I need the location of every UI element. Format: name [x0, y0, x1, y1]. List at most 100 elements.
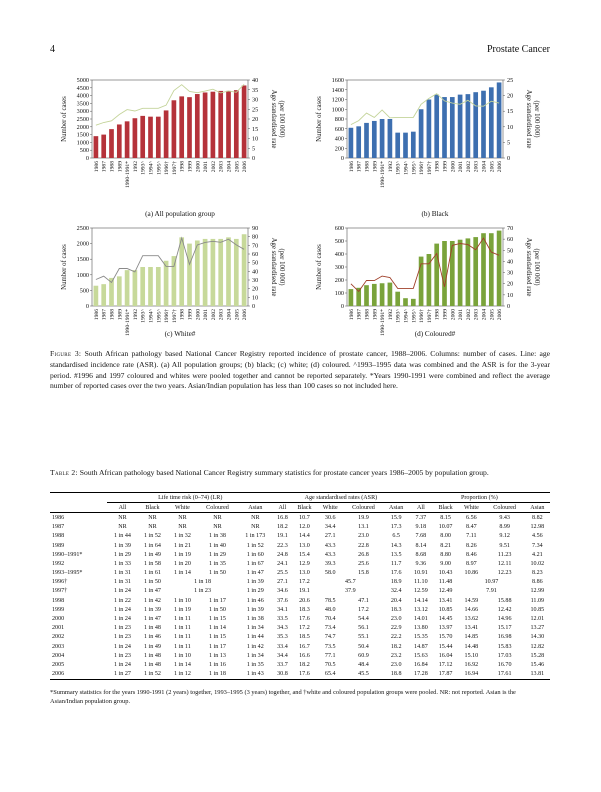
cell-asr: 23.2 [390, 652, 402, 659]
cell-prop: 9.12 [499, 533, 510, 540]
cell-lr: 1 in 43 [237, 669, 273, 680]
cell-asr: 25.6 [358, 560, 369, 567]
row-year: 2000 [52, 616, 65, 623]
bar-1992 [132, 118, 138, 158]
cell-prop: 12.82 [530, 643, 545, 650]
x-tick-label: 2004 [227, 309, 233, 320]
y2-tick-label: 0 [507, 155, 510, 162]
x-tick-label: 1997† [427, 309, 433, 323]
cell-asr: 18.8 [383, 669, 409, 680]
cell-lr: 1 in 21 [173, 542, 191, 549]
cell-asr: 70.5 [324, 661, 336, 668]
bar-2005 [233, 90, 239, 158]
table-row: 1992 1 in 33 1 in 58 1 in 20 1 in 35 1 in 67 2… [50, 559, 550, 568]
cell-prop: 11.09 [530, 597, 545, 604]
bar-1990-1991* [124, 121, 130, 158]
cell-asr: 18.3 [390, 606, 402, 613]
cell-lr: 1 in 15 [209, 634, 226, 641]
y-tick-label: 1500 [77, 132, 89, 139]
y-tick-label: 4000 [77, 93, 89, 100]
x-tick-label: 2006 [497, 309, 503, 320]
x-tick-label: 2001 [458, 161, 464, 172]
y2-axis-label-unit: (per 100 000) [533, 101, 540, 138]
y-tick-label: 5000 [77, 77, 89, 84]
x-tick-label: 1987 [357, 161, 363, 172]
cell-prop: 12.11 [497, 560, 512, 567]
cell-lr: NR [178, 524, 187, 531]
cell-prop: 15.44 [438, 643, 453, 650]
cell-lr: 1 in 35 [209, 560, 226, 567]
y2-tick-label: 30 [252, 277, 258, 284]
cell-lr: 1 in 16 [209, 661, 226, 668]
cell-prop: 15.70 [438, 634, 453, 641]
bar-2005 [233, 238, 239, 306]
bar-2003 [218, 238, 224, 306]
y2-tick-label: 20 [252, 116, 258, 123]
cell-prop: 17.28 [408, 669, 434, 680]
x-tick-label: 1999 [188, 161, 194, 172]
bar-1995^ [410, 298, 416, 306]
bar-2001 [202, 92, 208, 158]
x-tick-label: 1994^ [149, 161, 155, 175]
cell-prop: 15.63 [414, 652, 428, 659]
x-tick-label: 2006 [242, 309, 248, 320]
table-row: 2003 1 in 24 1 in 49 1 in 11 1 in 17 1 in 42 3… [50, 642, 550, 651]
cell-asr: 27.1 [277, 579, 288, 586]
cell-lr: 1 in 39 [114, 542, 131, 549]
cell-lr: 1 in 52 [137, 669, 168, 680]
bar-1999 [442, 97, 447, 158]
bar-2004 [481, 90, 486, 158]
cell-prop: 11.23 [497, 551, 512, 558]
cell-lr: 1 in 34 [246, 652, 264, 659]
cell-prop: 7.37 [415, 514, 427, 521]
y2-tick-label: 60 [507, 236, 513, 243]
cell-prop: 8.14 [415, 542, 427, 549]
x-tick-label: 1999 [443, 161, 449, 172]
cell-asr: 56.1 [358, 625, 369, 632]
cell-asr: 34.1 [277, 606, 288, 613]
subcaption-b: (b) Black [421, 210, 449, 218]
x-tick-label: 1994^ [404, 309, 410, 323]
table-label: Table 2: [50, 468, 78, 477]
cell-lr: 1 in 31 [114, 570, 131, 577]
y-axis-label: Number of cases [61, 244, 68, 290]
cell-prop: 7.91 [486, 588, 497, 595]
cell-prop: 14.96 [497, 616, 512, 623]
bar-1992 [132, 270, 138, 306]
cell-asr: 22.2 [390, 634, 402, 641]
cell-asr: 22.8 [358, 542, 369, 549]
x-tick-label: 2001 [203, 309, 209, 320]
y2-tick-label: 40 [252, 268, 258, 275]
cell-lr: 1 in 47 [143, 616, 161, 623]
asr-line [350, 93, 500, 126]
y2-axis-label: Age standardised rate [525, 238, 532, 297]
x-tick-label: 2005 [489, 161, 495, 172]
table-row: 1987 NR NR NR NR NR 18.2 12.0 34.4 13.1 17.3 9.18 10… [50, 523, 550, 532]
cell-asr: 14.4 [299, 533, 310, 540]
bar-1988 [109, 129, 114, 158]
x-tick-label: 2005 [234, 309, 240, 320]
x-tick-label: 1994^ [404, 161, 410, 175]
bar-2004 [226, 237, 231, 306]
y-tick-label: 3000 [77, 108, 89, 115]
cell-prop: 8.80 [440, 551, 451, 558]
cell-lr: 1 in 52 [246, 542, 264, 549]
bar-1999 [187, 97, 192, 158]
cell-asr: 17.3 [390, 524, 402, 531]
cell-asr: 17.2 [358, 606, 369, 613]
column-header: Black [291, 502, 318, 514]
cell-prop: 8.99 [499, 524, 510, 531]
cell-lr: 1 in 29 [114, 551, 131, 558]
row-year: 1997† [52, 588, 68, 595]
bar-2004 [226, 90, 231, 158]
cell-prop: 10.07 [438, 524, 453, 531]
y2-tick-label: 0 [507, 303, 510, 310]
cell-prop: 12.49 [438, 588, 453, 595]
bar-1995^ [410, 131, 416, 158]
x-tick-label: 2003 [219, 309, 225, 320]
x-tick-label: 2003 [474, 161, 480, 172]
row-year: 1993–1995* [52, 570, 83, 577]
column-header: Asian [237, 502, 273, 514]
y-tick-label: 1600 [332, 77, 344, 84]
column-header: Coloured [197, 502, 238, 514]
